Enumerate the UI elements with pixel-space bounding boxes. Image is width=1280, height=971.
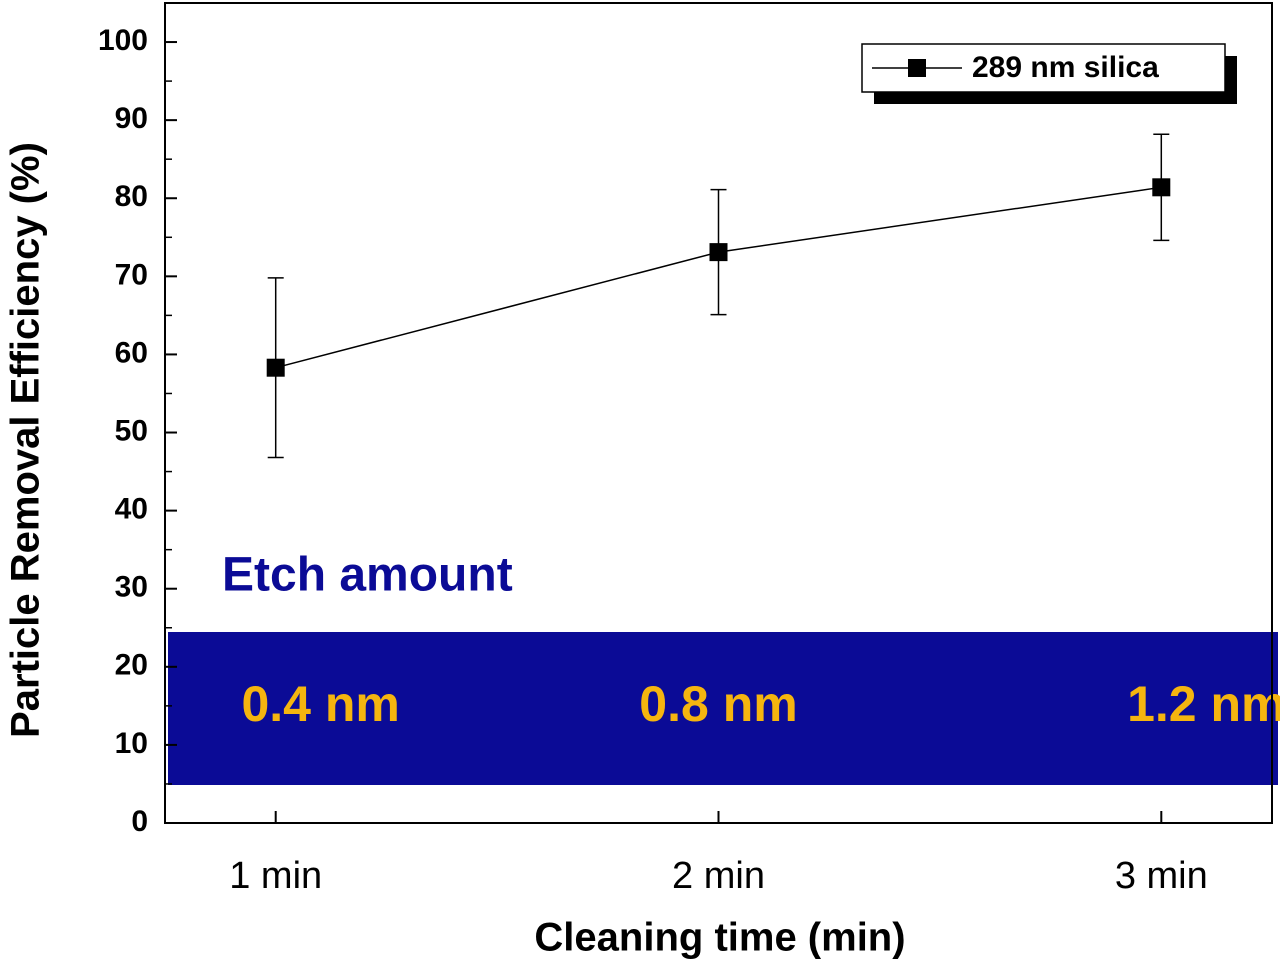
y-tick-label: 60 [115, 336, 148, 369]
y-tick-label: 100 [98, 24, 148, 57]
etch-band [168, 632, 1278, 785]
etch-label: 0.4 nm [241, 676, 399, 732]
legend-marker [908, 59, 926, 77]
y-tick-label: 30 [115, 571, 148, 604]
y-tick-label: 10 [115, 727, 148, 760]
y-tick-label: 70 [115, 258, 148, 291]
y-tick-label: 40 [115, 493, 148, 526]
y-tick-label: 20 [115, 649, 148, 682]
y-tick-label: 90 [115, 102, 148, 135]
x-tick-label: 1 min [229, 855, 322, 897]
marker [266, 358, 285, 377]
etch-label: 0.8 nm [639, 676, 797, 732]
y-tick-label: 80 [115, 180, 148, 213]
legend-label: 289 nm silica [972, 51, 1159, 84]
marker [1152, 178, 1171, 197]
marker [709, 243, 728, 262]
etch-label: 1.2 nm [1127, 676, 1280, 732]
y-axis-label: Particle Removal Efficiency (%) [4, 142, 48, 738]
y-tick-label: 0 [131, 805, 148, 838]
x-tick-label: 3 min [1115, 855, 1208, 897]
x-axis-label: Cleaning time (min) [534, 916, 905, 960]
x-tick-label: 2 min [672, 855, 765, 897]
y-tick-label: 50 [115, 414, 148, 447]
etch-title: Etch amount [222, 549, 513, 602]
